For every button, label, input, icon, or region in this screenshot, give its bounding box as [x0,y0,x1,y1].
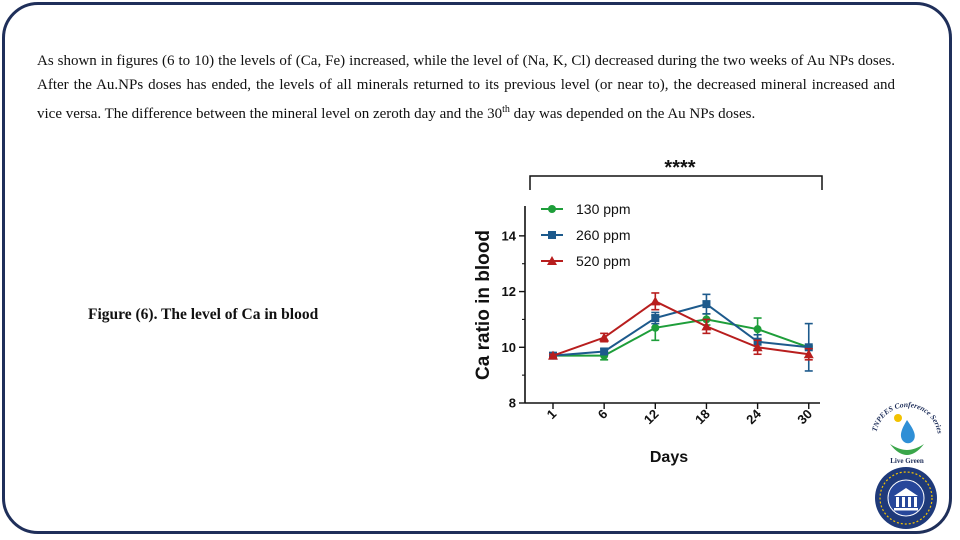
y-tick-label: 8 [509,396,516,411]
significance-label: **** [664,157,695,179]
slide-frame [2,2,952,534]
series-line [552,303,809,357]
legend-item: 520 ppm [541,253,630,269]
figure-caption: Figure (6). The level of Ca in blood [88,306,319,323]
data-point [599,332,610,342]
data-point [702,300,711,309]
slide-paragraph: As shown in figures (6 to 10) the levels… [37,49,895,126]
data-point [650,296,661,306]
series-260-ppm [549,293,813,372]
y-tick-label: 14 [502,228,517,243]
data-point [753,325,762,334]
legend-marker [548,231,556,239]
x-tick-label: 24 [743,406,764,427]
y-axis-title: Ca ratio in blood [473,230,494,380]
paragraph-superscript: th [502,103,510,115]
x-tick-label: 1 [544,406,560,422]
significance-bracket: **** [529,157,823,190]
x-axis-title: Days [650,449,688,466]
data-point [651,314,660,323]
legend-marker [547,256,557,265]
legend-marker [548,205,556,213]
data-point [651,323,660,332]
legend-label: 130 ppm [576,201,630,217]
data-point [600,347,609,356]
logo-subtitle: Live Green [890,457,924,465]
paragraph-text-end: day was depended on the Au NPs doses. [509,105,756,122]
x-tick-label: 18 [692,406,713,427]
chart-series [548,292,814,372]
university-seal [875,467,937,529]
data-point [701,321,712,331]
x-tick-label: 6 [595,406,611,422]
x-tick-label: 12 [641,406,662,427]
series-520-ppm [548,292,814,361]
y-tick-label: 10 [502,340,516,355]
series-line [553,318,810,357]
series-line [552,300,809,357]
legend-item: 260 ppm [541,227,630,243]
data-point [752,342,763,352]
x-tick-label: 30 [794,406,815,427]
paragraph-text: As shown in figures (6 to 10) the levels… [37,53,895,122]
legend-label: 520 ppm [576,253,630,269]
data-point [548,350,558,360]
data-point [803,349,814,359]
y-tick-label: 12 [502,284,516,299]
legend-label: 260 ppm [576,227,630,243]
data-point [804,343,813,352]
conference-logo: TNPEES Conference Series Live Green [870,400,945,465]
chart-legend: 130 ppm 260 ppm 520 ppm [541,201,630,269]
legend-item: 130 ppm [541,201,630,217]
